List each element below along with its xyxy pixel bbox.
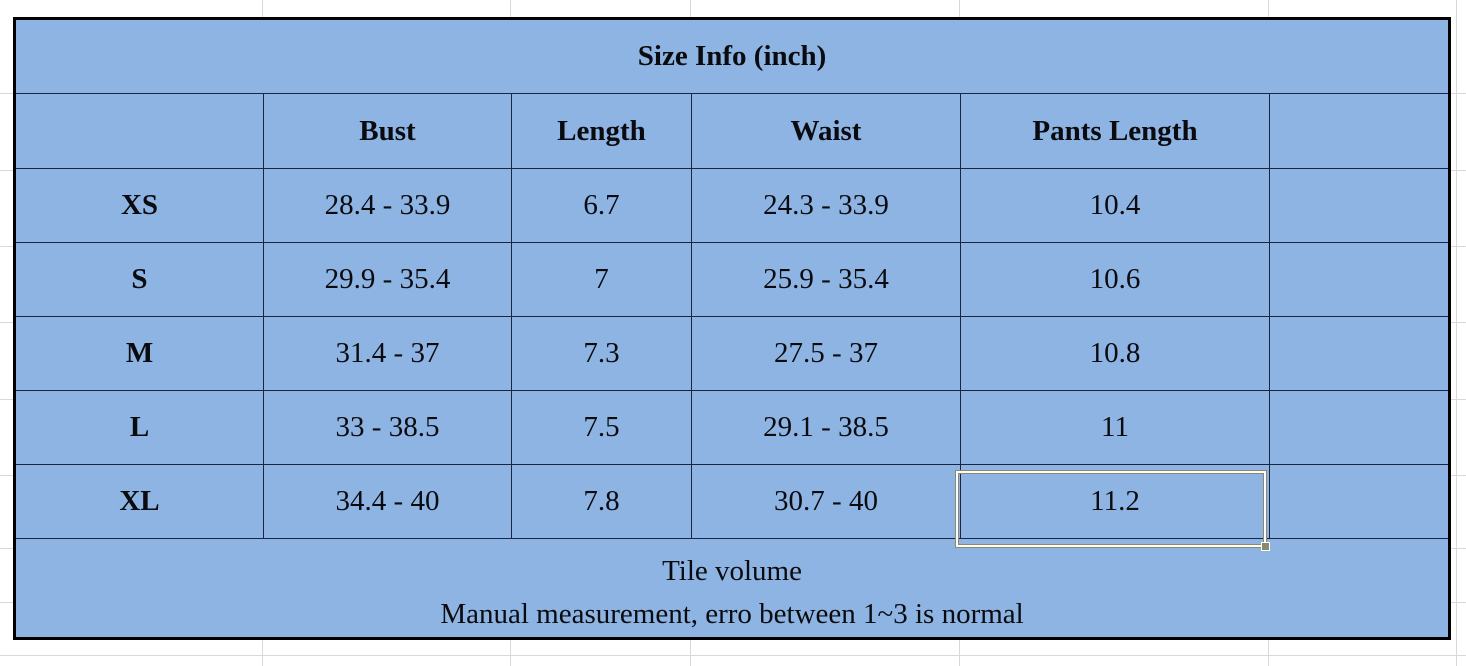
table-title[interactable]: Size Info (inch) [13,18,1451,94]
table-row-s: S 29.9 - 35.4 7 25.9 - 35.4 10.6 [14,242,1451,317]
cell-length[interactable]: 7 [511,242,692,317]
sheet-gridline-vertical [1456,0,1457,666]
cell-bust[interactable]: 33 - 38.5 [263,390,512,465]
cell-length[interactable]: 7.5 [511,390,692,465]
cell-bust[interactable]: 28.4 - 33.9 [263,168,512,243]
table-row-l: L 33 - 38.5 7.5 29.1 - 38.5 11 [14,390,1451,465]
size-info-table: Size Info (inch) Bust Length Waist Pants… [13,17,1452,640]
header-cell-extra[interactable] [1268,93,1451,169]
cell-length[interactable]: 6.7 [511,168,692,243]
cell-extra[interactable] [1268,464,1451,539]
cell-size[interactable]: M [14,316,264,391]
header-cell-length[interactable]: Length [511,93,692,169]
cell-waist[interactable]: 25.9 - 35.4 [691,242,961,317]
cell-size[interactable]: S [14,242,264,317]
cell-extra[interactable] [1268,242,1451,317]
cell-waist[interactable]: 24.3 - 33.9 [691,168,961,243]
cell-waist[interactable]: 27.5 - 37 [691,316,961,391]
cell-pants-length[interactable]: 10.4 [960,168,1270,243]
footer-note-line2: Manual measurement, erro between 1~3 is … [440,598,1024,630]
table-row-xl: XL 34.4 - 40 7.8 30.7 - 40 11.2 [14,464,1451,539]
sheet-gridline-horizontal [0,655,1466,656]
footer-row: Tile volume Manual measurement, erro bet… [13,538,1451,639]
title-row: Size Info (inch) [13,18,1451,94]
header-cell-empty[interactable] [14,93,264,169]
footer-note-cell[interactable]: Tile volume Manual measurement, erro bet… [13,538,1451,639]
cell-pants-length[interactable]: 11.2 [960,464,1270,539]
cell-pants-length[interactable]: 10.8 [960,316,1270,391]
cell-waist[interactable]: 29.1 - 38.5 [691,390,961,465]
cell-pants-length[interactable]: 11 [960,390,1270,465]
cell-size[interactable]: XL [14,464,264,539]
cell-bust[interactable]: 29.9 - 35.4 [263,242,512,317]
cell-extra[interactable] [1268,168,1451,243]
cell-extra[interactable] [1268,390,1451,465]
selection-inner-line [958,473,1264,545]
footer-note-line1: Tile volume [662,555,802,587]
cell-waist[interactable]: 30.7 - 40 [691,464,961,539]
cell-length[interactable]: 7.8 [511,464,692,539]
header-row: Bust Length Waist Pants Length [14,93,1451,169]
cell-bust[interactable]: 34.4 - 40 [263,464,512,539]
header-cell-pants-length[interactable]: Pants Length [960,93,1270,169]
selection-gap-line [956,471,1266,547]
selected-cell-outline[interactable] [955,470,1270,551]
cell-size[interactable]: L [14,390,264,465]
cell-size[interactable]: XS [14,168,264,243]
table-row-m: M 31.4 - 37 7.3 27.5 - 37 10.8 [14,316,1451,391]
selection-fill-handle[interactable] [1261,542,1270,551]
cell-extra[interactable] [1268,316,1451,391]
header-cell-waist[interactable]: Waist [691,93,961,169]
header-cell-bust[interactable]: Bust [263,93,512,169]
cell-length[interactable]: 7.3 [511,316,692,391]
table-row-xs: XS 28.4 - 33.9 6.7 24.3 - 33.9 10.4 [14,168,1451,243]
cell-pants-length[interactable]: 10.6 [960,242,1270,317]
cell-bust[interactable]: 31.4 - 37 [263,316,512,391]
